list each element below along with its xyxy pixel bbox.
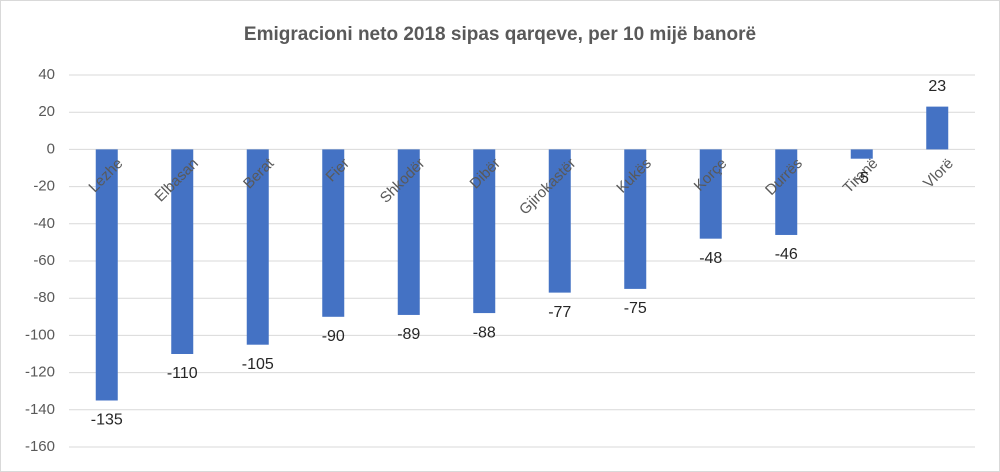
bar: [95, 149, 118, 401]
bar: [926, 106, 949, 150]
value-label: -90: [322, 328, 345, 345]
value-label: -48: [699, 250, 722, 267]
value-label: -110: [167, 365, 198, 382]
bar: [624, 149, 647, 289]
value-label: -75: [624, 300, 647, 317]
value-label: -5: [855, 170, 869, 187]
value-label: -105: [242, 356, 274, 373]
y-tick-label: -40: [33, 215, 55, 232]
y-tick-label: -80: [33, 289, 55, 306]
y-tick-label: 20: [38, 103, 55, 120]
value-label: -89: [397, 326, 420, 343]
value-label: -135: [91, 412, 123, 429]
y-tick-label: 40: [38, 66, 55, 83]
y-tick-label: 0: [47, 140, 55, 157]
y-tick-label: -60: [33, 252, 55, 269]
bar: [246, 149, 269, 345]
y-tick-label: -120: [25, 364, 55, 381]
bar: [397, 149, 420, 315]
bar: [548, 149, 571, 293]
bar: [171, 149, 194, 354]
value-label: -88: [473, 324, 496, 341]
bar: [322, 149, 345, 317]
value-label: -77: [548, 304, 571, 321]
y-tick-label: -140: [25, 401, 55, 418]
bar: [473, 149, 496, 314]
chart-title: Emigracioni neto 2018 sipas qarqeve, per…: [244, 24, 756, 45]
value-label: -46: [775, 246, 798, 263]
bar: [850, 149, 873, 159]
value-label: 23: [928, 78, 946, 95]
y-tick-label: -100: [25, 326, 55, 343]
bar: [699, 149, 722, 239]
bar: [775, 149, 798, 235]
y-tick-label: -160: [25, 438, 55, 455]
y-tick-label: -20: [33, 178, 55, 195]
